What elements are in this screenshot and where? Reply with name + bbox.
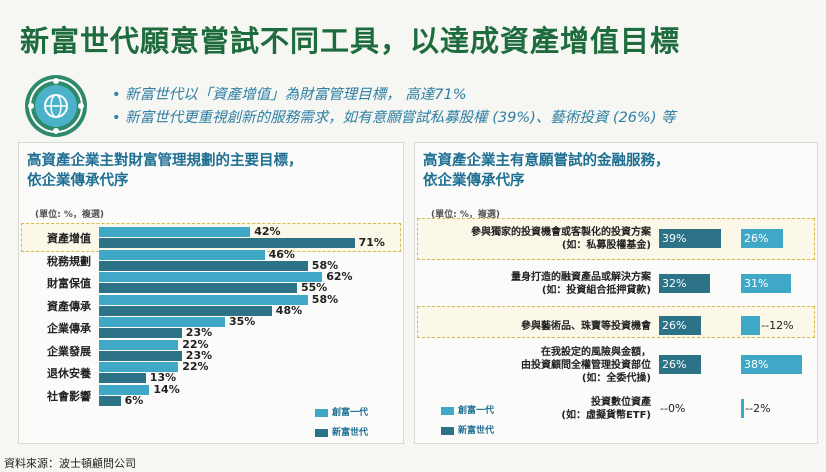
- services-category-label: 參與藝術品、珠寶等投資機會: [421, 320, 651, 333]
- goals-data-label: 58%: [311, 292, 339, 306]
- goals-data-label: 58%: [311, 258, 339, 272]
- services-category-line: 量身打造的融資產品或解決方案: [511, 272, 651, 283]
- services-category-line: (如：私募股權基金): [561, 240, 651, 251]
- goals-bar-new-gen: [99, 350, 182, 361]
- bullet-item: 新富世代以「資產增值」為財富管理目標， 高達71%: [112, 84, 676, 107]
- legend-label: 新富世代: [458, 426, 495, 436]
- services-chart-unit: (單位: %，複選): [431, 210, 500, 220]
- goals-chart-title: 高資產企業主對財富管理規劃的主要目標， 依企業傳承代序: [27, 151, 303, 191]
- legend-swatch: [441, 406, 454, 415]
- goals-bar-first-gen: [99, 249, 265, 260]
- services-chart-title: 高資產企業主有意願嘗試的金融服務， 依企業傳承代序: [423, 151, 670, 191]
- services-legend-item: 創富一代: [441, 403, 494, 416]
- goals-chart-title-line: 依企業傳承代序: [27, 173, 129, 189]
- source-note: 資料來源：波士頓顧問公司: [4, 457, 136, 470]
- goals-bar-new-gen: [99, 395, 121, 406]
- goals-chart-unit: (單位: %，複選): [35, 210, 104, 220]
- goals-bar-first-gen: [99, 294, 308, 305]
- goals-bar-new-gen: [99, 283, 297, 293]
- goals-data-label: 48%: [275, 303, 303, 317]
- legend-label: 創富一代: [458, 406, 495, 416]
- services-category-line: 投資數位資產: [591, 397, 651, 408]
- goals-bar-first-gen: [99, 317, 225, 327]
- goals-bar-first-gen: [99, 227, 251, 237]
- goals-bar-first-gen: [99, 339, 179, 350]
- legend-swatch: [441, 426, 454, 435]
- services-bar-new-gen: 26%: [659, 316, 701, 335]
- services-category-label: 量身打造的融資產品或解決方案 (如：投資組合抵押貸款): [421, 271, 651, 297]
- goals-bar-first-gen: [99, 362, 179, 372]
- goals-data-label: 42%: [254, 225, 281, 238]
- services-category-line: 由投資顧問全權管理投資部位: [521, 359, 651, 371]
- services-data-label: --12%: [761, 319, 794, 332]
- services-category-line: 參與藝術品、珠寶等投資機會: [521, 320, 651, 332]
- services-chart-title-line: 依企業傳承代序: [423, 173, 525, 189]
- services-data-label: --0%: [660, 402, 686, 415]
- legend-label: 創富一代: [332, 408, 369, 418]
- goals-data-label: 23%: [185, 326, 213, 339]
- goals-category-label: 企業傳承: [47, 322, 91, 335]
- goals-data-label: 13%: [149, 371, 177, 384]
- services-category-line: (如：虛擬貨幣ETF): [561, 410, 651, 421]
- goals-bar-first-gen: [99, 384, 150, 395]
- goals-bar-new-gen: [99, 328, 182, 338]
- goals-data-label: 62%: [326, 270, 353, 283]
- services-bar-new-gen: 32%: [659, 274, 711, 293]
- services-bar-new-gen: 39%: [659, 229, 722, 248]
- services-bar-first-gen: 26%: [741, 229, 783, 248]
- services-bar-first-gen: [741, 399, 745, 418]
- goals-data-label: 14%: [153, 382, 180, 396]
- services-category-line: 在我設定的風險與金額，: [541, 346, 651, 358]
- goals-data-label: 55%: [301, 281, 328, 294]
- services-bar-first-gen: 31%: [741, 274, 791, 293]
- services-category-label: 投資數位資產 (如：虛擬貨幣ETF): [421, 396, 651, 422]
- goals-chart-title-line: 高資產企業主對財富管理規劃的主要目標，: [27, 153, 303, 169]
- legend-swatch: [315, 408, 328, 417]
- goals-bar-new-gen: [99, 373, 146, 383]
- goals-category-label: 資產傳承: [47, 299, 91, 313]
- services-data-label: --2%: [745, 402, 771, 415]
- goals-data-label: 22%: [182, 337, 209, 351]
- goals-category-label: 企業發展: [47, 344, 91, 358]
- goals-data-label: 46%: [268, 247, 295, 261]
- legend-label: 新富世代: [332, 428, 369, 438]
- services-category-label: 參與獨家的投資機會或客製化的投資方案 (如：私募股權基金): [421, 226, 651, 252]
- goals-data-label: 23%: [185, 348, 213, 362]
- services-bar-new-gen: 26%: [659, 355, 701, 374]
- goals-category-label: 社會影響: [47, 389, 91, 403]
- goals-bar-first-gen: [99, 272, 323, 282]
- services-legend-item: 新富世代: [441, 423, 494, 436]
- services-category-line: (如：投資組合抵押貸款): [541, 285, 651, 296]
- services-category-line: (如：全委代操): [581, 372, 651, 384]
- summary-bullets: 新富世代以「資產增值」為財富管理目標， 高達71% 新富世代更重視創新的服務需求…: [112, 84, 676, 130]
- bullet-item: 新富世代更重視創新的服務需求，如有意願嘗試私募股權 (39%)、藝術投資 (26…: [112, 107, 675, 130]
- goals-data-label: 71%: [358, 236, 385, 249]
- goals-data-label: 22%: [182, 360, 209, 373]
- wealth-globe-icon: [25, 75, 87, 137]
- goals-bar-new-gen: [99, 260, 308, 271]
- goals-data-label: 6%: [124, 393, 144, 407]
- goals-category-label: 資產增值: [47, 232, 91, 245]
- goals-legend-item: 創富一代: [315, 405, 368, 418]
- legend-swatch: [315, 428, 328, 437]
- goals-chart-panel: 高資產企業主對財富管理規劃的主要目標， 依企業傳承代序 (單位: %，複選) 資…: [18, 142, 404, 444]
- services-category-label: 在我設定的風險與金額， 由投資顧問全權管理投資部位 (如：全委代操): [421, 346, 651, 385]
- services-bar-first-gen: [741, 316, 761, 335]
- goals-legend-item: 新富世代: [315, 425, 368, 438]
- services-chart-panel: 高資產企業主有意願嘗試的金融服務， 依企業傳承代序 (單位: %，複選) 參與獨…: [414, 142, 818, 444]
- goals-bar-new-gen: [99, 238, 355, 248]
- services-category-line: 參與獨家的投資機會或客製化的投資方案: [471, 227, 651, 238]
- page-title: 新富世代願意嘗試不同工具，以達成資產增值目標: [20, 24, 681, 58]
- goals-data-label: 35%: [229, 315, 256, 328]
- goals-bar-new-gen: [99, 305, 272, 316]
- goals-category-label: 退休安養: [47, 367, 91, 380]
- goals-category-label: 財富保值: [47, 277, 91, 290]
- goals-category-label: 稅務規劃: [47, 254, 91, 268]
- services-bar-first-gen: 38%: [741, 355, 802, 374]
- services-chart-title-line: 高資產企業主有意願嘗試的金融服務，: [423, 153, 670, 169]
